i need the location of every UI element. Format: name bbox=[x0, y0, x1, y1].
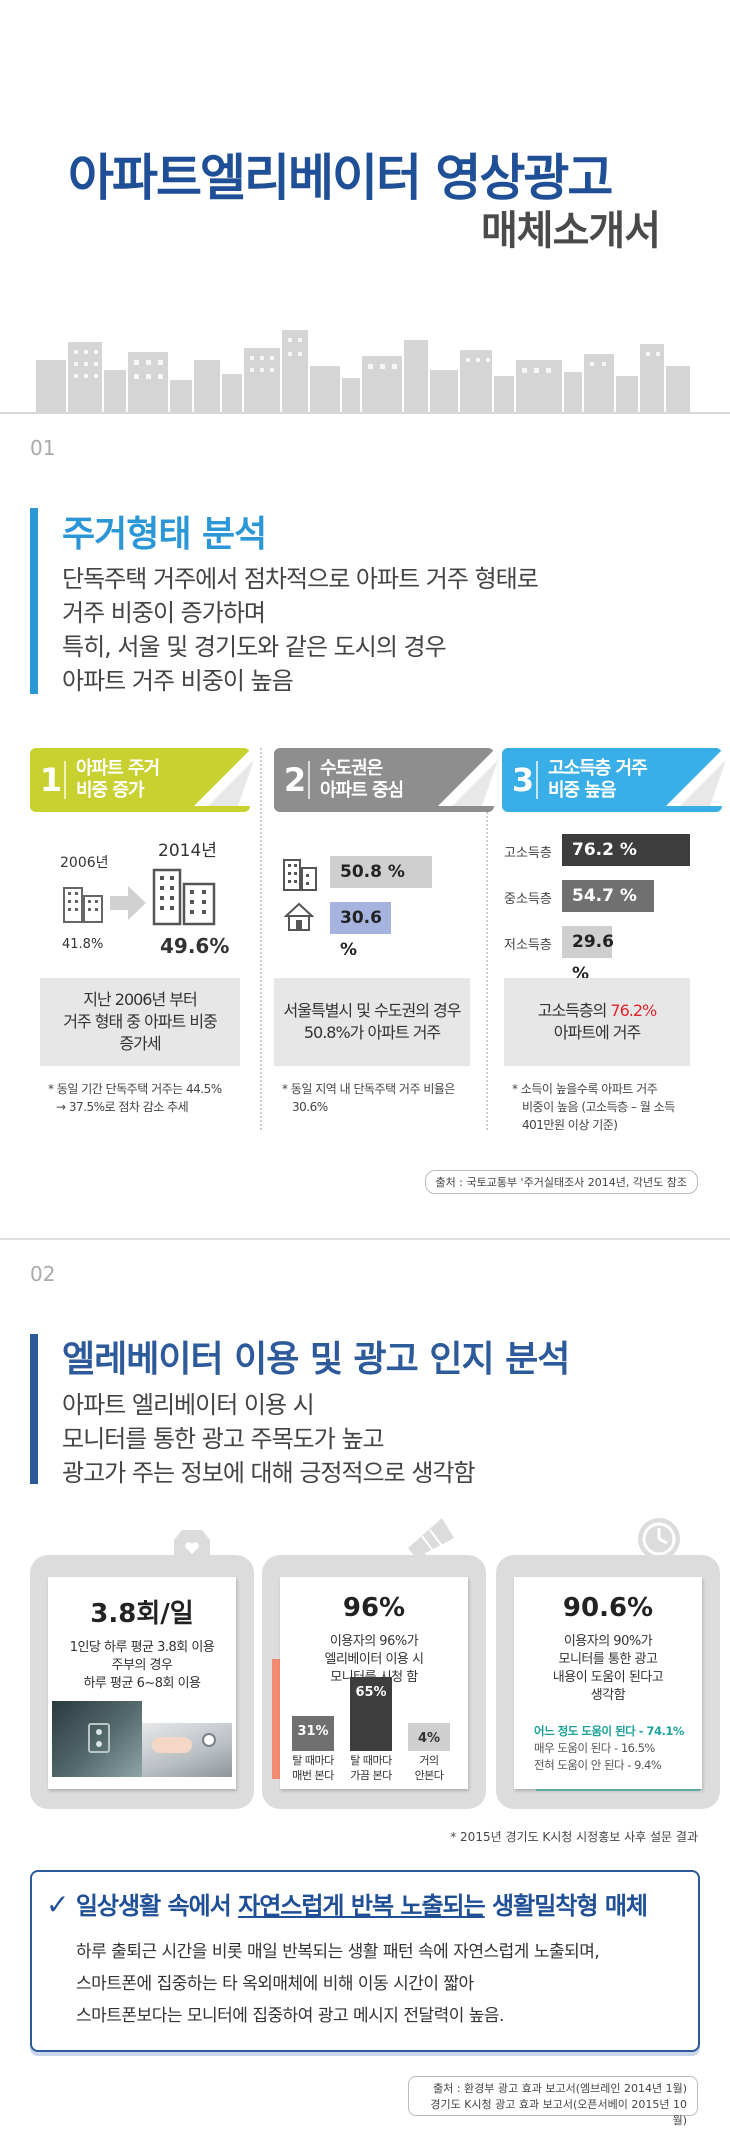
card3-headline: 90.6% bbox=[562, 1593, 654, 1623]
house-icon bbox=[284, 902, 314, 931]
col3-note: * 소득이 높을수록 아파트 거주 비중이 높음 (고소득층 – 월 소득 40… bbox=[512, 1082, 675, 1132]
card3-text: 이용자의 90%가 모니터를 통한 광고 내용이 도움이 된다고 생각함 bbox=[552, 1634, 664, 1703]
viewing-bar-value: 65% bbox=[355, 1685, 387, 1700]
value-2006: 41.8% bbox=[62, 937, 104, 952]
apartment-building-icon bbox=[283, 859, 317, 891]
card2-headline: 96% bbox=[342, 1593, 406, 1623]
section2-desc: 아파트 엘리베이터 이용 시 모니터를 통한 광고 주목도가 높고 광고가 주는… bbox=[62, 1391, 476, 1487]
bar-house-capital: 30.6 % bbox=[330, 902, 392, 960]
section-separator bbox=[0, 1238, 730, 1240]
section1-source: 출처 : 국토교통부 '주거실태조사 2014년, 각년도 참조 bbox=[424, 1170, 698, 1194]
section2-title: 엘레베이터 이용 및 광고 인지 분석 bbox=[62, 1339, 570, 1380]
bar-low-income: 29.6 % bbox=[562, 926, 614, 984]
hero-divider bbox=[0, 412, 730, 414]
page-title: 아파트엘리베이터 영상광고 bbox=[68, 149, 613, 207]
section1-title: 주거형태 분석 bbox=[62, 514, 267, 555]
lifestyle-media-box: ✓ 일상생활 속에서 자연스럽게 반복 노출되는 생활밀착형 매체 하루 출퇴근… bbox=[30, 1870, 700, 2052]
page-curl-icon bbox=[666, 746, 726, 806]
col2-note: * 동일 지역 내 단독주택 거주 비율은 30.6% bbox=[282, 1082, 455, 1114]
bar-mid-income: 54.7 % bbox=[562, 880, 654, 912]
lifestyle-desc: 하루 출퇴근 시간을 비롯 매일 반복되는 생활 패턴 속에 자연스럽게 노출되… bbox=[76, 1942, 600, 2026]
tag-high-income: 3 고소득층 거주 비중 높음 bbox=[502, 746, 726, 812]
col1-summary-box: 지난 2006년 부터 거주 형태 중 아파트 비중 증가세 bbox=[40, 978, 240, 1066]
clock-icon bbox=[638, 1518, 680, 1560]
viewing-bar-value: 4% bbox=[417, 1731, 441, 1746]
viewing-bar bbox=[350, 1677, 392, 1751]
page-curl-icon bbox=[438, 746, 498, 806]
section2-number: 02 bbox=[30, 1262, 56, 1286]
apartment-building-icon bbox=[152, 868, 216, 926]
check-icon: ✓ bbox=[46, 1888, 69, 1921]
viewing-bar-caption: 탈 때마다 가끔 본다 bbox=[350, 1754, 392, 1782]
card1-headline: 3.8회/일 bbox=[90, 1599, 194, 1629]
page-subtitle: 매체소개서 bbox=[481, 208, 661, 254]
year-2014-label: 2014년 bbox=[158, 841, 217, 861]
section1-desc: 단독주택 거주에서 점차적으로 아파트 거주 형태로 거주 비중이 증가하며 특… bbox=[62, 565, 539, 695]
viewing-bar-caption: 거의 안본다 bbox=[414, 1754, 444, 1782]
value-2014: 49.6% bbox=[160, 934, 230, 958]
card-ad-helpfulness: 90.6% 이용자의 90%가 모니터를 통한 광고 내용이 도움이 된다고 생… bbox=[496, 1555, 720, 1809]
col2-summary-box: 서울특별시 및 수도권의 경우 50.8%가 아파트 거주 bbox=[274, 978, 470, 1066]
card1-text: 1인당 하루 평균 3.8회 이용 주부의 경우 하루 평균 6~8회 이용 bbox=[69, 1640, 215, 1691]
city-skyline-icon bbox=[36, 330, 690, 412]
survey-note: * 2015년 경기도 K시청 시정홍보 사후 설문 결과 bbox=[450, 1830, 698, 1844]
section1-accent-bar bbox=[30, 508, 38, 694]
column-divider bbox=[486, 748, 488, 1130]
section2-source: 출처 : 환경부 광고 효과 보고서(엠브레인 2014년 1월) 경기도 K시… bbox=[408, 2076, 698, 2127]
page-curl-icon bbox=[194, 746, 254, 806]
card3-breakdown: 어느 정도 도움이 된다 - 74.1% 매우 도움이 된다 - 16.5% 전… bbox=[534, 1724, 684, 1772]
column-divider bbox=[260, 748, 262, 1130]
viewing-bar bbox=[292, 1715, 334, 1751]
viewing-bar-caption: 탈 때마다 매번 본다 bbox=[292, 1754, 334, 1782]
bar-label-mid: 중소득층 bbox=[504, 892, 552, 907]
viewing-bar bbox=[408, 1723, 450, 1751]
tag-apartment-increase: 1 아파트 주거 비중 증가 bbox=[30, 746, 254, 812]
hero-section: 아파트엘리베이터 영상광고 매체소개서 bbox=[0, 0, 730, 415]
card-daily-usage: 3.8회/일 1인당 하루 평균 3.8회 이용 주부의 경우 하루 평균 6~… bbox=[30, 1555, 254, 1809]
section2-accent-bar bbox=[30, 1334, 38, 1484]
bar-apartment-capital: 50.8 % bbox=[330, 856, 432, 888]
year-2006-label: 2006년 bbox=[60, 855, 109, 871]
section1-number: 01 bbox=[30, 436, 56, 460]
bar-high-income: 76.2 % bbox=[562, 834, 691, 866]
apartment-building-icon bbox=[63, 887, 103, 923]
tag-capital-area: 2 수도권은 아파트 중심 bbox=[274, 746, 498, 812]
bar-label-high: 고소득층 bbox=[504, 846, 552, 861]
elevator-button-photo bbox=[52, 1701, 142, 1777]
viewing-bar-value: 31% bbox=[297, 1723, 329, 1739]
col1-note: * 동일 기간 단독주택 거주는 44.5% → 37.5%로 점차 감소 추세 bbox=[48, 1082, 222, 1114]
elevator-panel-photo bbox=[142, 1723, 232, 1777]
bar-label-low: 저소득층 bbox=[504, 938, 552, 953]
arrow-right-icon bbox=[110, 886, 146, 920]
col3-summary-box: 고소득층의 76.2% 아파트에 거주 bbox=[504, 978, 690, 1066]
card-monitor-viewing: 96% 이용자의 96%가 엘리베이터 이용 시 모니터를 시청 함 31%탈 … bbox=[262, 1555, 486, 1809]
lifestyle-title: ✓ 일상생활 속에서 자연스럽게 반복 노출되는 생활밀착형 매체 bbox=[46, 1888, 648, 1921]
